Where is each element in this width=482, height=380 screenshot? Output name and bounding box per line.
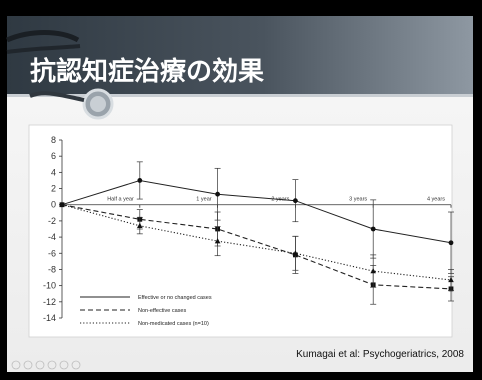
y-tick-label: -10: [43, 281, 56, 291]
x-category-label: Half a year: [107, 197, 134, 203]
data-point: [137, 178, 143, 183]
data-point: [292, 250, 299, 256]
series-3: [59, 201, 454, 291]
series-line: [61, 179, 452, 244]
data-point: [370, 268, 376, 274]
prev-icon[interactable]: [11, 360, 21, 370]
header-stripe: [7, 94, 473, 97]
legend: Effective or no changed cases Non-effecti…: [80, 295, 212, 327]
zoom-icon[interactable]: [59, 360, 69, 370]
x-category-label: 3 years: [349, 197, 367, 203]
y-tick-label: 4: [51, 167, 56, 177]
next-icon[interactable]: [23, 360, 33, 370]
y-tick-label: -12: [43, 297, 56, 307]
citation: Kumagai et al: Psychogeriatrics, 2008: [296, 349, 464, 360]
y-tick-label: 2: [51, 184, 56, 194]
data-point: [215, 191, 221, 197]
pen-icon[interactable]: [35, 360, 45, 370]
series-line: [61, 204, 452, 281]
header-band: [7, 16, 473, 96]
data-point: [293, 198, 298, 204]
y-tick-label: -6: [48, 248, 56, 258]
y-tick-label: -8: [48, 264, 56, 274]
y-tick-label: -14: [43, 313, 56, 323]
chart-panel: [28, 124, 453, 338]
slide-title: 抗認知症治療の効果: [30, 56, 264, 87]
legend-label: Non-effective cases: [138, 308, 186, 314]
data-point: [214, 238, 221, 244]
legend-label: Effective or no changed cases: [138, 295, 212, 301]
slide-toolbar: [11, 360, 81, 370]
menu-icon[interactable]: [47, 360, 57, 370]
data-point: [59, 201, 65, 207]
y-tick-label: 6: [51, 151, 56, 161]
stethoscope-icon: [6, 30, 114, 120]
data-point: [370, 226, 376, 232]
settings-icon[interactable]: [71, 360, 81, 370]
y-tick-label: 0: [51, 200, 56, 210]
y-tick-label: -2: [48, 216, 56, 226]
y-tick-label: -4: [48, 232, 56, 242]
data-point: [137, 222, 143, 228]
y-tick-label: 8: [51, 135, 56, 145]
series-line: [61, 204, 452, 290]
x-category-label: 4 years: [427, 197, 445, 203]
data-point: [448, 240, 454, 246]
x-category-label: 1 year: [196, 197, 211, 203]
legend-label: Non-medicated cases (n=10): [138, 321, 209, 327]
data-point: [448, 276, 454, 283]
